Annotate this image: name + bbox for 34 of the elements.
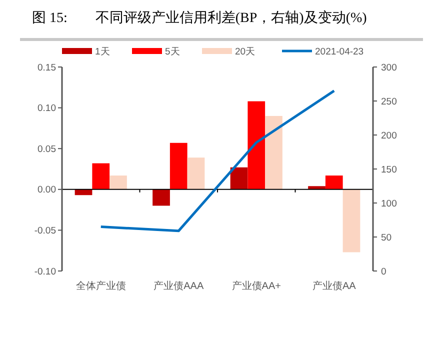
y2-tick-label: 250 — [381, 96, 397, 108]
y2-tick-label: 150 — [381, 164, 397, 176]
y2-tick-label: 0 — [381, 266, 386, 278]
y2-tick-label: 300 — [381, 62, 397, 74]
y-tick-label: -0.10 — [34, 266, 56, 278]
bar — [308, 186, 326, 190]
line-series — [100, 90, 336, 232]
x-tick-label: 产业债AA+ — [232, 280, 282, 292]
x-tick-label: 产业债AAA — [154, 280, 204, 292]
bar — [92, 163, 110, 190]
y-tick-label: 0.15 — [38, 62, 56, 74]
legend-label: 1天 — [95, 46, 110, 58]
y2-tick-label: 100 — [381, 198, 397, 210]
x-tick-label: 产业债AA — [312, 280, 356, 292]
x-tick-label: 全体产业债 — [76, 280, 126, 292]
bar — [325, 176, 343, 190]
y-tick-label: 0.05 — [38, 144, 56, 155]
bar — [230, 167, 248, 190]
y2-tick-label: 200 — [381, 130, 397, 142]
y-tick-label: 0.10 — [38, 103, 56, 114]
bar — [187, 158, 205, 190]
bar — [110, 176, 127, 190]
bar — [248, 101, 266, 190]
bar — [265, 116, 282, 190]
legend-label: 5天 — [165, 46, 180, 58]
bar — [170, 142, 188, 190]
y2-tick-label: 50 — [381, 232, 392, 244]
legend-label: 20天 — [235, 46, 256, 58]
chart-title: 图 15: 不同评级产业信用利差(BP，右轴)及变动(%) — [32, 10, 368, 26]
legend-label: 2021-04-23 — [315, 46, 364, 58]
y-tick-label: -0.05 — [34, 226, 56, 237]
bar — [342, 189, 360, 252]
bar — [152, 189, 170, 206]
y-tick-label: 0.00 — [38, 184, 56, 196]
